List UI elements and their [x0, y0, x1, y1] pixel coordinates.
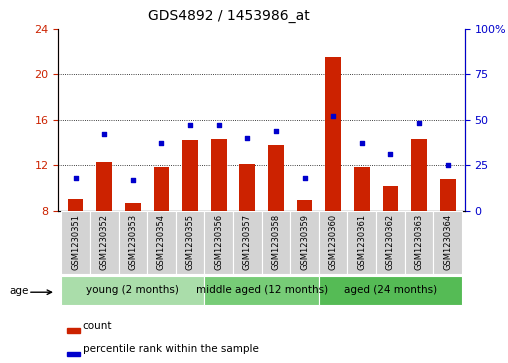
- Text: GSM1230354: GSM1230354: [157, 214, 166, 270]
- Point: [387, 151, 395, 157]
- Text: GSM1230356: GSM1230356: [214, 214, 223, 270]
- Bar: [319, 276, 462, 305]
- Point: [301, 175, 309, 181]
- Bar: [268, 145, 284, 211]
- Point: [72, 175, 80, 181]
- Bar: [147, 211, 176, 274]
- Bar: [297, 200, 312, 211]
- Bar: [440, 179, 456, 211]
- Text: percentile rank within the sample: percentile rank within the sample: [83, 344, 259, 354]
- Bar: [405, 211, 433, 274]
- Bar: [97, 162, 112, 211]
- Text: GSM1230359: GSM1230359: [300, 214, 309, 270]
- Bar: [118, 211, 147, 274]
- Point: [243, 135, 251, 141]
- Point: [358, 140, 366, 146]
- Bar: [125, 203, 141, 211]
- Bar: [204, 211, 233, 274]
- Bar: [354, 167, 370, 211]
- Text: GSM1230351: GSM1230351: [71, 214, 80, 270]
- Bar: [204, 276, 319, 305]
- Point: [329, 113, 337, 119]
- Text: middle aged (12 months): middle aged (12 months): [196, 285, 328, 295]
- Bar: [61, 211, 90, 274]
- Bar: [233, 211, 262, 274]
- Point: [272, 128, 280, 134]
- Bar: [411, 139, 427, 211]
- Bar: [239, 164, 255, 211]
- Text: GDS4892 / 1453986_at: GDS4892 / 1453986_at: [148, 9, 309, 23]
- Bar: [68, 199, 83, 211]
- Text: GSM1230360: GSM1230360: [329, 214, 338, 270]
- Bar: [211, 139, 227, 211]
- Bar: [376, 211, 405, 274]
- Text: age: age: [9, 286, 28, 296]
- Text: GSM1230353: GSM1230353: [129, 214, 137, 270]
- Bar: [325, 57, 341, 211]
- Point: [129, 177, 137, 183]
- Bar: [67, 352, 80, 356]
- Bar: [433, 211, 462, 274]
- Bar: [61, 276, 204, 305]
- Text: GSM1230355: GSM1230355: [185, 214, 195, 270]
- Point: [214, 122, 223, 128]
- Text: GSM1230363: GSM1230363: [415, 214, 424, 270]
- Text: GSM1230358: GSM1230358: [271, 214, 280, 270]
- Bar: [383, 185, 398, 211]
- Bar: [262, 211, 290, 274]
- Point: [157, 140, 166, 146]
- Text: aged (24 months): aged (24 months): [344, 285, 437, 295]
- Bar: [182, 140, 198, 211]
- Text: GSM1230352: GSM1230352: [100, 214, 109, 270]
- Bar: [319, 211, 347, 274]
- Point: [443, 162, 452, 168]
- Text: GSM1230361: GSM1230361: [357, 214, 366, 270]
- Text: young (2 months): young (2 months): [86, 285, 179, 295]
- Text: GSM1230357: GSM1230357: [243, 214, 252, 270]
- Bar: [290, 211, 319, 274]
- Bar: [347, 211, 376, 274]
- Text: count: count: [83, 321, 112, 331]
- Bar: [90, 211, 118, 274]
- Point: [100, 131, 108, 137]
- Point: [415, 121, 423, 126]
- Point: [186, 122, 194, 128]
- Bar: [176, 211, 204, 274]
- Text: GSM1230364: GSM1230364: [443, 214, 452, 270]
- Bar: [67, 328, 80, 333]
- Bar: [153, 167, 169, 211]
- Text: GSM1230362: GSM1230362: [386, 214, 395, 270]
